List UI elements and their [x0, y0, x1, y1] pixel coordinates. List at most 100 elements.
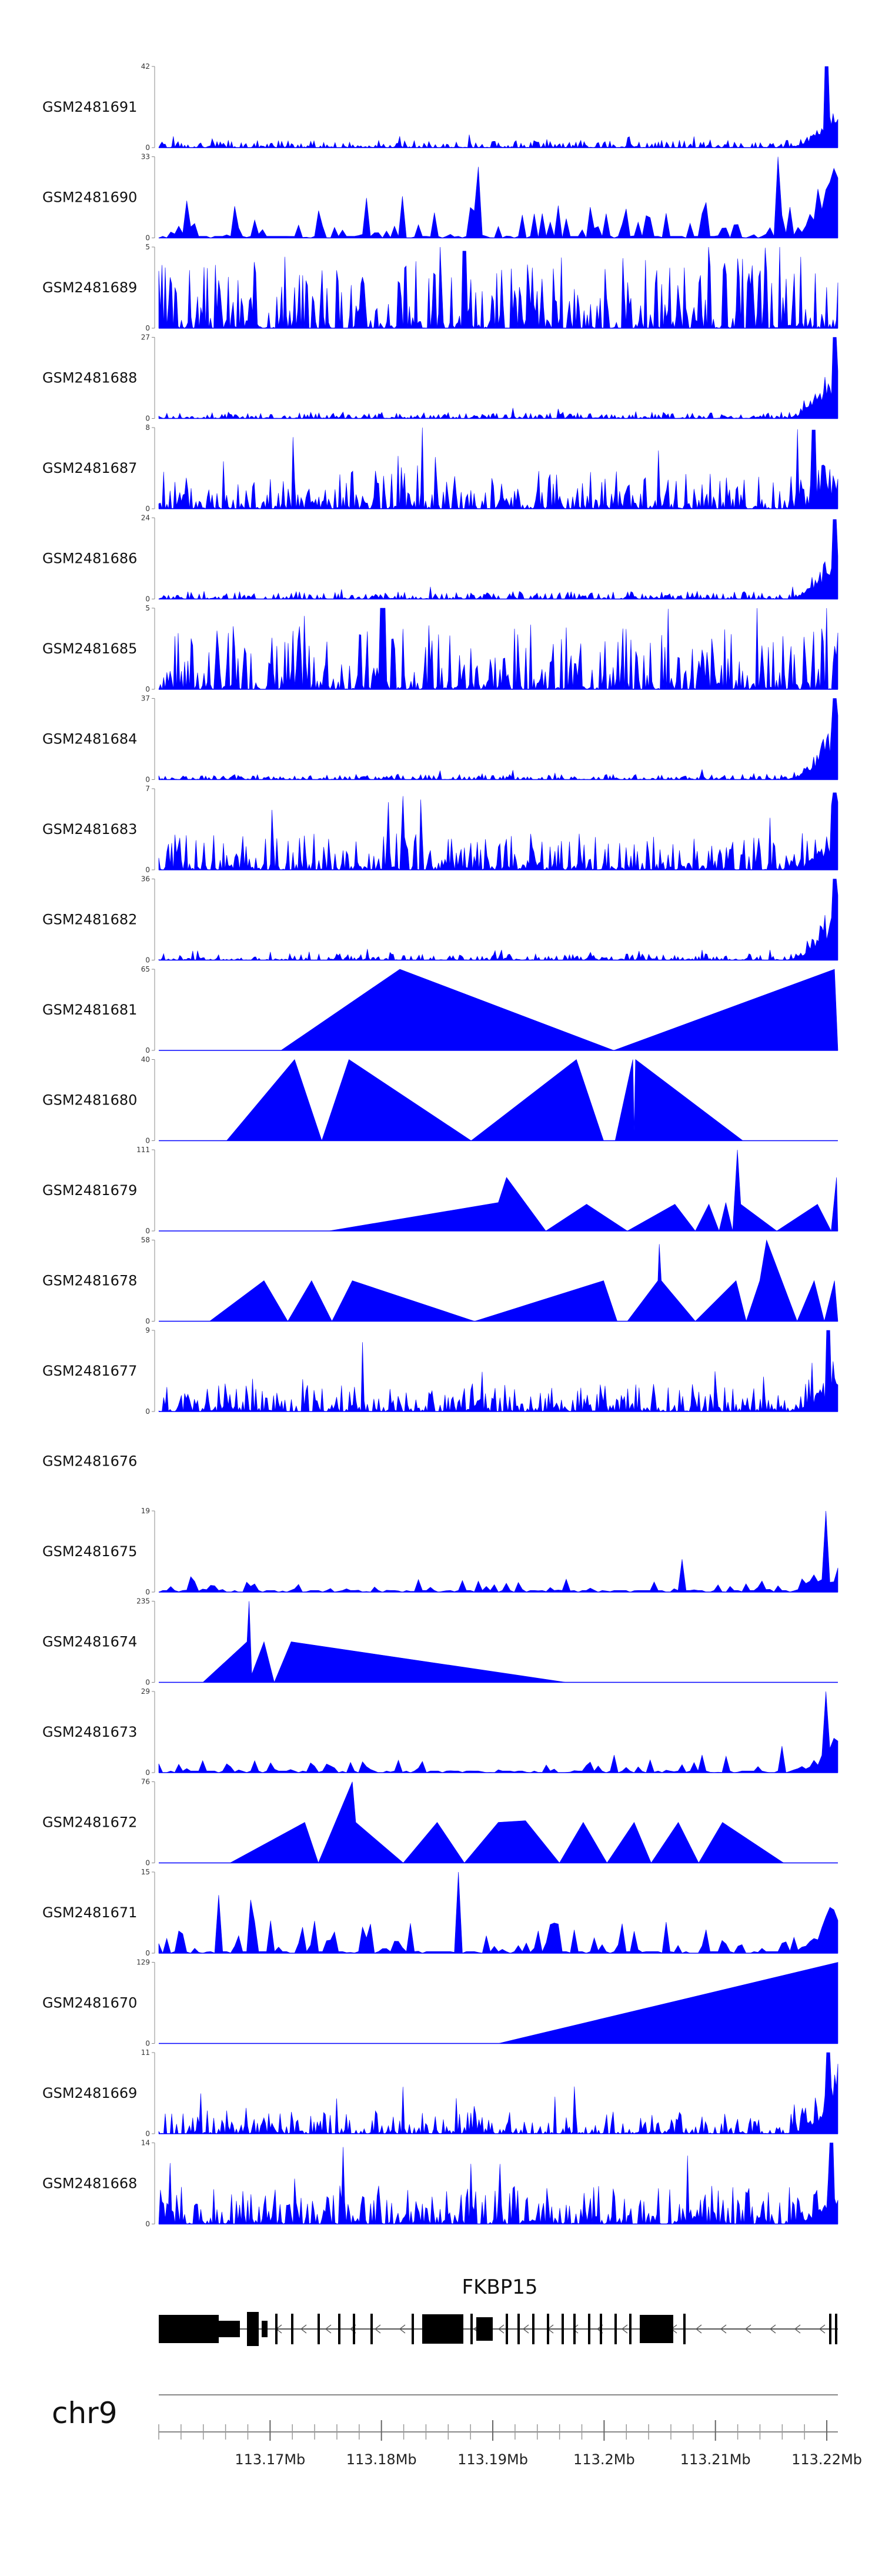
strand-arrow-icon — [325, 2324, 332, 2334]
sample-label: GSM2481684 — [42, 731, 137, 748]
signal-area-GSM2481684 — [158, 698, 838, 780]
y-max-label: 58 — [141, 1236, 150, 1244]
y-min-label: 0 — [145, 2220, 150, 2228]
sample-label: GSM2481671 — [42, 1904, 137, 1921]
y-min-label: 0 — [145, 324, 150, 332]
track-GSM2481684: GSM2481684 37 0 — [42, 695, 838, 784]
strand-arrow-icon — [572, 2324, 579, 2334]
gene-exon — [683, 2314, 686, 2344]
y-max-label: 65 — [141, 965, 150, 973]
y-max-label: 129 — [136, 1958, 150, 1967]
gene-model-track: FKBP15 — [159, 2275, 838, 2346]
track-GSM2481685: GSM2481685 5 0 — [42, 604, 838, 693]
gene-exon — [219, 2321, 240, 2337]
y-max-label: 5 — [145, 243, 150, 251]
strand-arrow-icon — [744, 2324, 751, 2334]
gene-exon — [573, 2314, 576, 2344]
gene-exon — [275, 2314, 278, 2344]
gene-exon — [370, 2314, 373, 2344]
y-max-label: 36 — [141, 875, 150, 883]
strand-arrow-icon — [374, 2324, 381, 2334]
gene-exon — [412, 2314, 414, 2344]
signal-area-GSM2481669 — [158, 2052, 838, 2135]
track-GSM2481681: GSM2481681 65 0 — [42, 965, 838, 1055]
sample-label: GSM2481678 — [42, 1273, 137, 1289]
gene-exon — [517, 2314, 520, 2344]
track-GSM2481668: GSM2481668 14 0 — [42, 2139, 838, 2228]
sample-label: GSM2481670 — [42, 1995, 137, 2011]
signal-area-GSM2481674 — [202, 1601, 567, 1683]
strand-arrow-icon — [720, 2324, 727, 2334]
gene-exon — [318, 2314, 320, 2344]
gene-exon — [338, 2314, 340, 2344]
y-max-label: 14 — [141, 2139, 150, 2147]
gene-exon — [422, 2314, 463, 2344]
y-max-label: 76 — [141, 1778, 150, 1786]
strand-arrow-icon — [769, 2324, 776, 2334]
y-max-label: 5 — [145, 604, 150, 612]
signal-area-GSM2481689 — [158, 246, 838, 329]
signal-area-GSM2481688 — [158, 337, 838, 419]
axis-tick-label: 113.19Mb — [457, 2451, 528, 2468]
sample-label: GSM2481680 — [42, 1092, 137, 1109]
y-max-label: 235 — [136, 1597, 150, 1606]
gene-exon — [629, 2314, 632, 2344]
gene-exons — [159, 2312, 837, 2346]
axis-ticks — [158, 2420, 828, 2441]
sample-label: GSM2481681 — [42, 1002, 137, 1018]
signal-area-GSM2481668 — [158, 2143, 838, 2225]
track-GSM2481677: GSM2481677 9 0 — [42, 1326, 838, 1416]
track-GSM2481672: GSM2481672 76 0 — [42, 1778, 838, 1867]
track-GSM2481690: GSM2481690 33 0 — [42, 153, 838, 242]
y-min-label: 0 — [145, 1769, 150, 1777]
axis-tick-labels: 113.17Mb 113.18Mb 113.19Mb 113.2Mb 113.21Mb 1… — [235, 2451, 862, 2468]
sample-label: GSM2481672 — [42, 1814, 137, 1831]
sample-label: GSM2481679 — [42, 1182, 137, 1199]
gene-exon — [291, 2314, 293, 2344]
gene-exon — [353, 2314, 355, 2344]
signal-area-GSM2481675 — [158, 1510, 838, 1593]
y-min-label: 0 — [145, 1317, 150, 1326]
y-min-label: 0 — [145, 1679, 150, 1687]
y-min-label: 0 — [145, 595, 150, 603]
gene-name-label: FKBP15 — [462, 2275, 538, 2299]
sample-label: GSM2481687 — [42, 460, 137, 476]
sample-label: GSM2481685 — [42, 640, 137, 657]
strand-arrow-icon — [300, 2324, 307, 2334]
y-min-label: 0 — [145, 1227, 150, 1235]
signal-area-GSM2481680 — [226, 1059, 744, 1142]
sample-label: GSM2481677 — [42, 1363, 137, 1379]
y-max-label: 15 — [141, 1868, 150, 1876]
gene-exon — [829, 2314, 831, 2344]
genome-axis: chr9 113.17Mb 113.18Mb 113.19Mb 113.2Mb 113.… — [52, 2394, 862, 2468]
sample-label: GSM2481673 — [42, 1724, 137, 1740]
signal-area-GSM2481679 — [328, 1149, 838, 1232]
sample-label: GSM2481689 — [42, 279, 137, 296]
gene-exon — [506, 2314, 508, 2344]
y-min-label: 0 — [145, 1949, 150, 1957]
y-max-label: 7 — [145, 785, 150, 793]
gene-exon — [562, 2314, 564, 2344]
sample-label: GSM2481676 — [42, 1453, 137, 1470]
gene-exon — [470, 2314, 473, 2344]
y-max-label: 11 — [141, 2048, 150, 2057]
y-min-label: 0 — [145, 685, 150, 693]
track-GSM2481678: GSM2481678 58 0 — [42, 1236, 838, 1326]
y-max-label: 29 — [141, 1687, 150, 1696]
gene-exon — [247, 2312, 259, 2346]
y-max-label: 33 — [141, 153, 150, 161]
track-GSM2481670: GSM2481670 129 0 — [42, 1958, 838, 2048]
signal-area-GSM2481685 — [158, 608, 838, 690]
track-GSM2481680: GSM2481680 40 0 — [42, 1056, 838, 1145]
signal-area-GSM2481672 — [230, 1781, 784, 1864]
sample-label: GSM2481669 — [42, 2085, 137, 2101]
signal-area-GSM2481670 — [498, 1962, 838, 2044]
strand-arrow-icon — [621, 2324, 628, 2334]
y-min-label: 0 — [145, 415, 150, 423]
signal-area-GSM2481678 — [209, 1239, 838, 1322]
signal-area-GSM2481682 — [158, 879, 838, 961]
sample-label: GSM2481682 — [42, 912, 137, 928]
track-GSM2481673: GSM2481673 29 0 — [42, 1687, 838, 1777]
sample-label: GSM2481683 — [42, 821, 137, 837]
